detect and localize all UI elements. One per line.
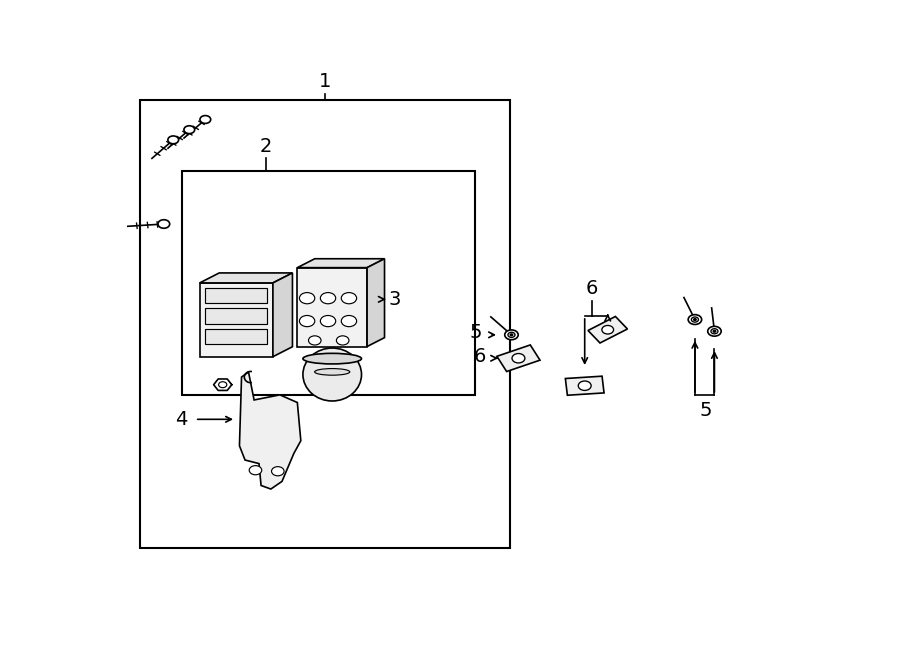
- Circle shape: [219, 381, 227, 388]
- Polygon shape: [497, 345, 540, 371]
- Circle shape: [309, 336, 321, 345]
- Text: 4: 4: [176, 410, 188, 429]
- Ellipse shape: [315, 369, 350, 375]
- Text: 3: 3: [388, 290, 400, 309]
- Polygon shape: [565, 376, 604, 395]
- Circle shape: [249, 465, 262, 475]
- Circle shape: [320, 293, 336, 304]
- Circle shape: [694, 319, 697, 321]
- Circle shape: [602, 325, 614, 334]
- Circle shape: [691, 317, 698, 322]
- Circle shape: [341, 293, 356, 304]
- Circle shape: [341, 315, 356, 327]
- Polygon shape: [297, 258, 384, 268]
- Circle shape: [272, 467, 284, 476]
- Circle shape: [184, 126, 194, 134]
- Ellipse shape: [303, 348, 362, 401]
- Circle shape: [579, 381, 591, 391]
- Ellipse shape: [303, 354, 362, 364]
- Text: 6: 6: [586, 279, 598, 298]
- Circle shape: [300, 293, 315, 304]
- Circle shape: [158, 219, 170, 228]
- Circle shape: [688, 315, 702, 325]
- Bar: [182, 171, 475, 395]
- Circle shape: [707, 327, 721, 336]
- Text: 6: 6: [473, 347, 486, 366]
- Bar: [205, 288, 267, 303]
- Text: 5: 5: [699, 401, 712, 420]
- Circle shape: [508, 332, 515, 337]
- Circle shape: [512, 354, 525, 363]
- Polygon shape: [200, 273, 292, 283]
- Polygon shape: [588, 317, 627, 343]
- Polygon shape: [367, 258, 384, 346]
- Bar: [205, 329, 267, 344]
- Polygon shape: [273, 273, 292, 357]
- Bar: [200, 283, 273, 357]
- Bar: [297, 268, 367, 346]
- Bar: [205, 308, 267, 324]
- Circle shape: [505, 330, 518, 340]
- Text: 1: 1: [319, 71, 331, 91]
- Circle shape: [300, 315, 315, 327]
- Text: 2: 2: [260, 137, 272, 156]
- Bar: [140, 100, 510, 547]
- Polygon shape: [239, 372, 301, 489]
- Polygon shape: [213, 379, 232, 391]
- Circle shape: [200, 116, 211, 124]
- Circle shape: [713, 330, 716, 332]
- Text: 5: 5: [470, 323, 482, 342]
- Circle shape: [320, 315, 336, 327]
- Circle shape: [510, 334, 513, 336]
- Circle shape: [168, 136, 178, 144]
- Circle shape: [337, 336, 349, 345]
- Circle shape: [711, 329, 718, 334]
